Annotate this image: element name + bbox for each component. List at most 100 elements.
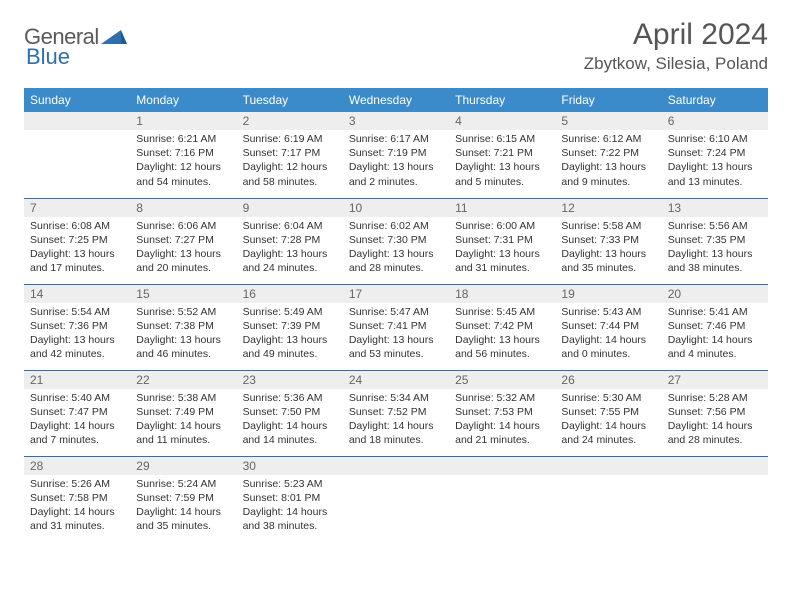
sun-info-line: Sunset: 7:27 PM xyxy=(136,233,230,247)
day-number: 1 xyxy=(130,112,236,130)
sun-info-line: Daylight: 13 hours xyxy=(349,247,443,261)
day-number: 16 xyxy=(237,285,343,303)
sun-info-line: Sunset: 7:17 PM xyxy=(243,146,337,160)
sun-info-line: and 46 minutes. xyxy=(136,347,230,361)
sun-info-line: Sunset: 7:41 PM xyxy=(349,319,443,333)
day-number: 30 xyxy=(237,457,343,475)
dow-wednesday: Wednesday xyxy=(343,88,449,112)
day-details: Sunrise: 5:34 AMSunset: 7:52 PMDaylight:… xyxy=(343,389,449,452)
day-details: Sunrise: 5:38 AMSunset: 7:49 PMDaylight:… xyxy=(130,389,236,452)
calendar-cell: 13Sunrise: 5:56 AMSunset: 7:35 PMDayligh… xyxy=(662,198,768,284)
sun-info-line: Daylight: 14 hours xyxy=(668,419,762,433)
sun-info-line: Sunrise: 6:12 AM xyxy=(561,132,655,146)
day-details: Sunrise: 5:45 AMSunset: 7:42 PMDaylight:… xyxy=(449,303,555,366)
day-details: Sunrise: 6:04 AMSunset: 7:28 PMDaylight:… xyxy=(237,217,343,280)
calendar-week-row: 28Sunrise: 5:26 AMSunset: 7:58 PMDayligh… xyxy=(24,456,768,542)
day-details: Sunrise: 6:00 AMSunset: 7:31 PMDaylight:… xyxy=(449,217,555,280)
sun-info-line: Daylight: 13 hours xyxy=(668,160,762,174)
sun-info-line: and 56 minutes. xyxy=(455,347,549,361)
sun-info-line: Sunset: 7:25 PM xyxy=(30,233,124,247)
sun-info-line: and 11 minutes. xyxy=(136,433,230,447)
sun-info-line: Sunset: 7:35 PM xyxy=(668,233,762,247)
sun-info-line: Sunrise: 6:06 AM xyxy=(136,219,230,233)
day-details: Sunrise: 6:19 AMSunset: 7:17 PMDaylight:… xyxy=(237,130,343,193)
sun-info-line: Sunrise: 5:30 AM xyxy=(561,391,655,405)
sun-info-line: Daylight: 13 hours xyxy=(561,160,655,174)
sun-info-line: Daylight: 13 hours xyxy=(349,160,443,174)
day-number: 2 xyxy=(237,112,343,130)
day-number: 28 xyxy=(24,457,130,475)
sun-info-line: Sunset: 7:59 PM xyxy=(136,491,230,505)
sun-info-line: Sunrise: 5:34 AM xyxy=(349,391,443,405)
sun-info-line: Sunset: 7:28 PM xyxy=(243,233,337,247)
sun-info-line: Sunrise: 5:36 AM xyxy=(243,391,337,405)
sun-info-line: Daylight: 14 hours xyxy=(668,333,762,347)
sun-info-line: Daylight: 13 hours xyxy=(243,333,337,347)
dow-friday: Friday xyxy=(555,88,661,112)
sun-info-line: Sunrise: 6:04 AM xyxy=(243,219,337,233)
month-title: April 2024 xyxy=(584,18,768,52)
sun-info-line: Daylight: 14 hours xyxy=(243,505,337,519)
day-details: Sunrise: 5:30 AMSunset: 7:55 PMDaylight:… xyxy=(555,389,661,452)
sun-info-line: Sunset: 7:47 PM xyxy=(30,405,124,419)
day-details: Sunrise: 5:56 AMSunset: 7:35 PMDaylight:… xyxy=(662,217,768,280)
sun-info-line: Daylight: 14 hours xyxy=(136,505,230,519)
sun-info-line: and 9 minutes. xyxy=(561,175,655,189)
day-number: 21 xyxy=(24,371,130,389)
dow-saturday: Saturday xyxy=(662,88,768,112)
sun-info-line: Sunrise: 5:56 AM xyxy=(668,219,762,233)
sun-info-line: and 2 minutes. xyxy=(349,175,443,189)
sun-info-line: Sunrise: 5:28 AM xyxy=(668,391,762,405)
day-number-empty xyxy=(662,457,768,475)
sun-info-line: Sunrise: 5:38 AM xyxy=(136,391,230,405)
sun-info-line: Daylight: 14 hours xyxy=(136,419,230,433)
day-details: Sunrise: 5:28 AMSunset: 7:56 PMDaylight:… xyxy=(662,389,768,452)
day-number: 3 xyxy=(343,112,449,130)
sun-info-line: Sunset: 7:44 PM xyxy=(561,319,655,333)
sun-info-line: Sunrise: 5:43 AM xyxy=(561,305,655,319)
sun-info-line: Sunset: 7:53 PM xyxy=(455,405,549,419)
calendar-cell: 10Sunrise: 6:02 AMSunset: 7:30 PMDayligh… xyxy=(343,198,449,284)
calendar-cell: 21Sunrise: 5:40 AMSunset: 7:47 PMDayligh… xyxy=(24,370,130,456)
sun-info-line: Sunrise: 6:19 AM xyxy=(243,132,337,146)
sun-info-line: and 35 minutes. xyxy=(136,519,230,533)
calendar-cell xyxy=(343,456,449,542)
day-number: 17 xyxy=(343,285,449,303)
day-details: Sunrise: 6:15 AMSunset: 7:21 PMDaylight:… xyxy=(449,130,555,193)
sun-info-line: and 31 minutes. xyxy=(455,261,549,275)
calendar-cell: 23Sunrise: 5:36 AMSunset: 7:50 PMDayligh… xyxy=(237,370,343,456)
day-number: 25 xyxy=(449,371,555,389)
day-details: Sunrise: 5:36 AMSunset: 7:50 PMDaylight:… xyxy=(237,389,343,452)
sun-info-line: Daylight: 14 hours xyxy=(243,419,337,433)
dow-monday: Monday xyxy=(130,88,236,112)
calendar-week-row: 21 Sunrise: 5:40 AMSunset: 7:47 PM Dayligh… xyxy=(24,370,768,456)
sun-info-line: Daylight: 13 hours xyxy=(349,333,443,347)
dow-thursday: Thursday xyxy=(449,88,555,112)
sun-info-line: Sunrise: 6:00 AM xyxy=(455,219,549,233)
sun-info-line: Sunrise: 5:45 AM xyxy=(455,305,549,319)
sun-info-line: Sunrise: 6:15 AM xyxy=(455,132,549,146)
calendar-cell: 25Sunrise: 5:32 AMSunset: 7:53 PMDayligh… xyxy=(449,370,555,456)
day-details: Sunrise: 6:21 AMSunset: 7:16 PMDaylight:… xyxy=(130,130,236,193)
sun-info-line: and 31 minutes. xyxy=(30,519,124,533)
sun-info-line: and 21 minutes. xyxy=(455,433,549,447)
day-number-empty xyxy=(555,457,661,475)
calendar-table: Sunday Monday Tuesday Wednesday Thursday… xyxy=(24,88,768,542)
sun-info-line: Sunset: 7:49 PM xyxy=(136,405,230,419)
logo-text-blue: Blue xyxy=(26,44,70,70)
sun-info-line: Sunrise: 5:40 AM xyxy=(30,391,124,405)
day-details: Sunrise: 6:10 AMSunset: 7:24 PMDaylight:… xyxy=(662,130,768,193)
sun-info-line: Sunset: 7:21 PM xyxy=(455,146,549,160)
day-number: 22 xyxy=(130,371,236,389)
sun-info-line: and 38 minutes. xyxy=(668,261,762,275)
sun-info-line: Daylight: 13 hours xyxy=(455,333,549,347)
sun-info-line: Sunrise: 6:17 AM xyxy=(349,132,443,146)
sun-info-line: Sunrise: 5:23 AM xyxy=(243,477,337,491)
day-details: Sunrise: 5:32 AMSunset: 7:53 PMDaylight:… xyxy=(449,389,555,452)
calendar-cell: 11Sunrise: 6:00 AMSunset: 7:31 PMDayligh… xyxy=(449,198,555,284)
sun-info-line: Sunset: 7:31 PM xyxy=(455,233,549,247)
sun-info-line: Sunrise: 5:24 AM xyxy=(136,477,230,491)
sun-info-line: Daylight: 13 hours xyxy=(30,333,124,347)
sun-info-line: Sunset: 7:46 PM xyxy=(668,319,762,333)
title-block: April 2024 Zbytkow, Silesia, Poland xyxy=(584,18,768,74)
